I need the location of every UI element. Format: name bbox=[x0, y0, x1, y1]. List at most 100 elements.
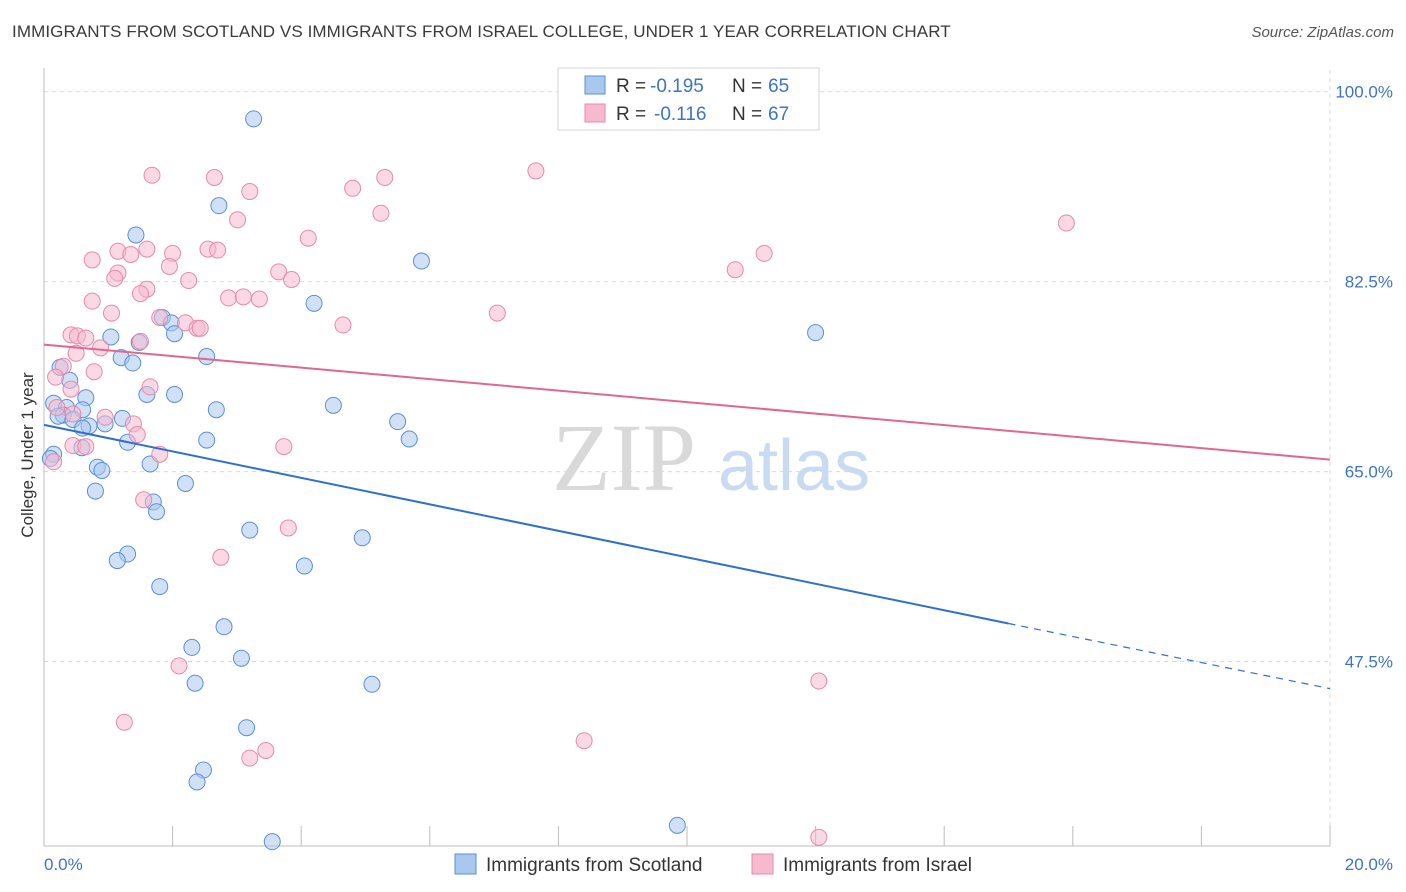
point-israel-62 bbox=[170, 657, 188, 675]
point-israel-64 bbox=[115, 713, 133, 731]
point-israel-20 bbox=[726, 261, 744, 279]
point-scotland-3 bbox=[412, 252, 430, 270]
legend-n-value-israel: 67 bbox=[768, 104, 789, 125]
point-israel-48 bbox=[141, 378, 159, 396]
point-israel-22 bbox=[270, 263, 288, 281]
watermark-atlas: atlas bbox=[718, 426, 870, 506]
point-israel-61 bbox=[212, 548, 230, 566]
point-scotland-0 bbox=[245, 110, 263, 128]
point-israel-30 bbox=[83, 292, 101, 310]
point-israel-24 bbox=[283, 270, 301, 288]
point-scotland-33 bbox=[400, 430, 418, 448]
legend-n-value-scotland: 65 bbox=[768, 76, 789, 97]
point-israel-16 bbox=[755, 244, 773, 262]
point-israel-32 bbox=[103, 304, 121, 322]
point-scotland-23 bbox=[207, 401, 225, 419]
point-scotland-28 bbox=[389, 413, 407, 431]
point-israel-28 bbox=[234, 288, 252, 306]
point-israel-50 bbox=[64, 405, 82, 423]
point-israel-2 bbox=[376, 168, 394, 186]
legend-r-value-scotland: -0.195 bbox=[650, 76, 704, 97]
point-israel-17 bbox=[83, 251, 101, 269]
legend-swatch-israel bbox=[584, 103, 606, 123]
legend-r-value-israel: -0.116 bbox=[654, 104, 706, 125]
point-scotland-58 bbox=[188, 773, 206, 791]
legend-swatch-scotland bbox=[584, 75, 606, 95]
point-scotland-42 bbox=[86, 482, 104, 500]
point-israel-1 bbox=[205, 168, 223, 186]
point-scotland-60 bbox=[668, 816, 686, 834]
y-axis-title: College, Under 1 year bbox=[18, 372, 37, 538]
y-tick-label-2: 65.0% bbox=[1345, 463, 1393, 482]
point-scotland-40 bbox=[93, 461, 111, 479]
series-scotland-points bbox=[41, 110, 825, 851]
series-israel-points bbox=[45, 162, 1075, 846]
point-israel-51 bbox=[96, 408, 114, 426]
point-israel-55 bbox=[77, 438, 95, 456]
point-scotland-44 bbox=[148, 503, 166, 521]
point-scotland-46 bbox=[353, 529, 371, 547]
point-israel-12 bbox=[209, 241, 227, 259]
bottom-legend: Immigrants from Scotland Immigrants from… bbox=[454, 853, 972, 876]
point-scotland-49 bbox=[295, 557, 313, 575]
legend-r-label-scotland: R = bbox=[616, 76, 646, 97]
point-israel-56 bbox=[275, 438, 293, 456]
point-israel-67 bbox=[575, 732, 593, 750]
point-israel-4 bbox=[241, 183, 259, 201]
point-scotland-54 bbox=[186, 674, 204, 692]
y-tick-labels: 100.0% 82.5% 65.0% 47.5% bbox=[1335, 83, 1393, 672]
point-scotland-4 bbox=[305, 294, 323, 312]
trend-line-scotland bbox=[43, 423, 1009, 625]
point-scotland-1 bbox=[210, 197, 228, 215]
bottom-legend-swatch-israel bbox=[751, 853, 774, 875]
source-label: Source: ZipAtlas.com bbox=[1251, 24, 1394, 41]
point-israel-46 bbox=[47, 368, 65, 386]
point-scotland-51 bbox=[215, 618, 233, 636]
point-scotland-20 bbox=[324, 396, 342, 414]
x-tick-label-1: 20.0% bbox=[1345, 855, 1393, 874]
point-scotland-9 bbox=[102, 328, 120, 346]
point-israel-6 bbox=[372, 204, 390, 222]
y-tick-label-0: 100.0% bbox=[1335, 83, 1393, 102]
x-tick-labels: 0.0% 20.0% bbox=[44, 855, 1393, 874]
legend-n-label-israel: N = bbox=[732, 104, 762, 125]
point-scotland-17 bbox=[166, 386, 184, 404]
point-scotland-59 bbox=[263, 833, 281, 851]
point-scotland-12 bbox=[124, 354, 142, 372]
point-israel-8 bbox=[229, 211, 247, 229]
point-scotland-7 bbox=[166, 325, 184, 343]
point-israel-3 bbox=[527, 162, 545, 180]
point-israel-21 bbox=[106, 269, 124, 287]
trend-line-israel bbox=[43, 343, 1331, 461]
point-scotland-56 bbox=[238, 719, 256, 737]
point-scotland-52 bbox=[183, 638, 201, 656]
point-scotland-50 bbox=[151, 578, 169, 596]
x-tick-label-0: 0.0% bbox=[44, 855, 83, 874]
point-israel-59 bbox=[135, 491, 153, 509]
point-israel-29 bbox=[250, 290, 268, 308]
point-israel-27 bbox=[220, 289, 238, 307]
point-israel-68 bbox=[810, 828, 828, 846]
point-scotland-13 bbox=[198, 348, 216, 366]
point-israel-43 bbox=[67, 344, 85, 362]
y-tick-label-1: 82.5% bbox=[1345, 273, 1393, 292]
point-scotland-32 bbox=[198, 431, 216, 449]
point-scotland-2 bbox=[127, 226, 145, 244]
point-israel-5 bbox=[344, 179, 362, 197]
point-israel-58 bbox=[45, 453, 63, 471]
point-scotland-53 bbox=[232, 649, 250, 667]
point-israel-7 bbox=[1057, 214, 1075, 232]
chart-title: IMMIGRANTS FROM SCOTLAND VS IMMIGRANTS F… bbox=[12, 22, 951, 41]
y-tick-label-3: 47.5% bbox=[1345, 652, 1393, 671]
bottom-legend-label-israel: Immigrants from Israel bbox=[783, 855, 972, 876]
watermark-zip: ZIP bbox=[552, 404, 696, 511]
point-israel-53 bbox=[128, 426, 146, 444]
point-israel-40 bbox=[77, 329, 95, 347]
top-legend: R = -0.195 N = 65 R = -0.116 N = 67 bbox=[557, 67, 820, 131]
point-israel-0 bbox=[143, 166, 161, 184]
point-israel-18 bbox=[160, 257, 178, 275]
bottom-legend-label-scotland: Immigrants from Scotland bbox=[486, 855, 702, 876]
point-israel-36 bbox=[191, 319, 209, 337]
point-israel-60 bbox=[279, 519, 297, 537]
point-israel-47 bbox=[62, 380, 80, 398]
